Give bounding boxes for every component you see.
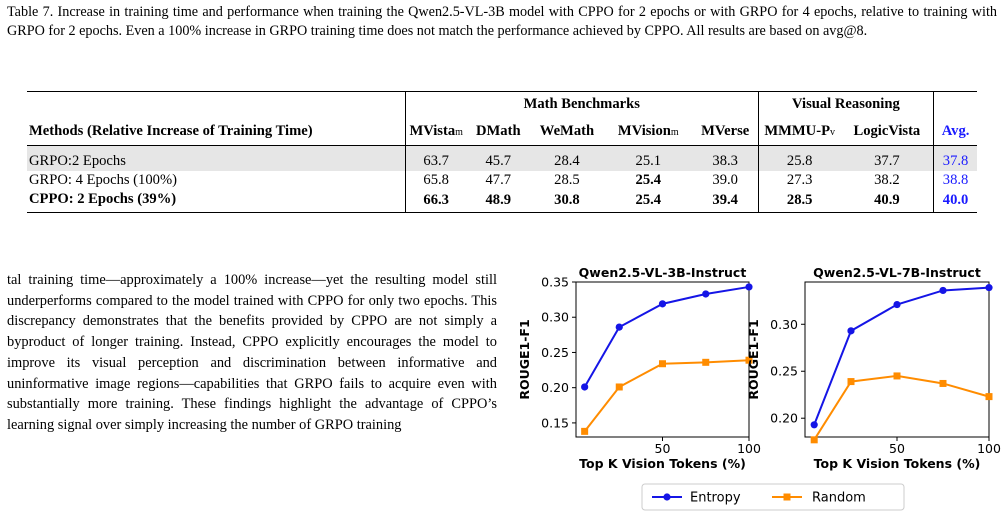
cell-logicvista: 37.7: [840, 145, 934, 171]
body-paragraph: tal training time—approximately a 100% i…: [7, 270, 497, 436]
col-dmath: DMath: [466, 117, 530, 146]
cell-mvista: 66.3: [404, 189, 467, 213]
cell-dmath: 47.7: [485, 171, 512, 188]
y-tick-label: 0.30: [541, 310, 569, 325]
cell-mvision: 25.4: [635, 171, 662, 188]
table-group-header-row: Math Benchmarks Visual Reasoning: [27, 91, 977, 118]
x-tick-label: 100: [737, 441, 761, 456]
col-mvision: MVisionm: [603, 117, 693, 146]
data-point-entropy: [702, 290, 710, 298]
y-tick-label: 0.35: [541, 275, 569, 290]
data-point-random: [659, 360, 666, 368]
x-axis-label: Top K Vision Tokens (%): [579, 456, 746, 471]
data-point-entropy: [658, 300, 667, 308]
cell-wemath: 30.8: [529, 189, 604, 213]
x-axis-label: Top K Vision Tokens (%): [814, 456, 981, 471]
data-point-random: [615, 383, 623, 391]
body-paragraph-text: tal training time—approximately a 100% i…: [7, 272, 497, 433]
methods-header: Methods (Relative Increase of Training T…: [27, 117, 406, 146]
data-point-random: [847, 378, 855, 386]
cell-mmmu: 25.8: [757, 145, 841, 171]
group-visual-reasoning: Visual Reasoning: [757, 91, 934, 118]
cell-mverse: 39.0: [712, 171, 738, 188]
cell-dmath: 48.9: [466, 189, 530, 213]
col-avg: Avg.: [933, 117, 977, 146]
x-tick-label: 100: [977, 441, 1001, 456]
y-tick-label: 0.30: [770, 317, 798, 332]
cell-logicvista: 38.2: [874, 171, 900, 188]
chart-title: Qwen2.5-VL-3B-Instruct: [579, 265, 747, 280]
cell-avg: 38.8: [933, 170, 977, 190]
data-point-entropy: [893, 300, 901, 309]
cell-mmmu: 27.3: [757, 170, 841, 190]
data-point-entropy: [847, 327, 855, 335]
cell-mverse: 38.3: [692, 145, 759, 171]
data-point-random: [893, 372, 901, 380]
col-wemath: WeMath: [529, 117, 604, 146]
y-tick-label: 0.25: [770, 364, 798, 379]
data-point-random: [985, 393, 993, 401]
cell-mvista: 65.8: [404, 170, 467, 190]
cell-mmmu: 28.5: [757, 189, 841, 213]
table-caption: Table 7. Increase in training time and p…: [7, 4, 997, 39]
cell-avg: 40.0: [933, 189, 977, 213]
row-method: GRPO:2 Epochs: [27, 145, 406, 171]
row-method: CPPO: 2 Epochs (39%): [27, 189, 406, 213]
y-axis-label: ROUGE1-F1: [746, 319, 761, 399]
data-point-entropy: [615, 323, 623, 331]
data-point-entropy: [745, 283, 753, 291]
series-line-entropy: [583, 285, 750, 388]
legend-entropy-marker: [663, 493, 671, 501]
cell-mvision: 25.4: [603, 189, 693, 213]
series-line-random: [583, 359, 750, 432]
y-tick-label: 0.20: [770, 411, 798, 426]
series-line-random: [813, 374, 990, 441]
col-logicvista: LogicVista: [840, 117, 934, 146]
y-tick-label: 0.15: [541, 415, 569, 430]
chart-title: Qwen2.5-VL-7B-Instruct: [813, 265, 981, 280]
data-point-entropy: [581, 383, 589, 391]
y-axis-label: ROUGE1-F1: [517, 319, 532, 399]
group-math-benchmarks: Math Benchmarks: [404, 91, 759, 118]
legend-random-label: Random: [812, 491, 866, 506]
col-mverse: MVerse: [692, 117, 759, 146]
data-point-random: [810, 436, 818, 444]
table-row: GRPO: 4 Epochs (100%) 65.8 47.7 28.5 25.…: [27, 170, 977, 190]
x-tick-label: 50: [655, 441, 671, 456]
cell-wemath: 28.4: [529, 145, 604, 171]
cell-dmath: 45.7: [466, 145, 530, 171]
y-tick-label: 0.25: [541, 345, 569, 360]
results-table: Math Benchmarks Visual Reasoning Methods…: [27, 91, 977, 213]
series-line-entropy: [813, 286, 990, 426]
table-row: CPPO: 2 Epochs (39%) 66.3 48.9 30.8 25.4…: [27, 189, 977, 213]
table-column-header-row: Methods (Relative Increase of Training T…: [27, 117, 977, 146]
cell-mvista: 63.7: [404, 145, 467, 171]
data-point-random: [702, 358, 710, 366]
data-point-random: [939, 379, 947, 387]
cell-mvision: 25.1: [603, 145, 693, 171]
results-table-container: Math Benchmarks Visual Reasoning Methods…: [27, 91, 977, 213]
legend-random-marker: [783, 493, 791, 501]
data-point-random: [581, 427, 589, 435]
data-point-random: [745, 356, 753, 364]
legend-entropy-label: Entropy: [690, 491, 741, 506]
data-point-entropy: [985, 284, 993, 292]
data-point-entropy: [810, 421, 818, 429]
cell-avg: 37.8: [933, 145, 977, 171]
rouge-line-charts: Qwen2.5-VL-3B-Instruct 0.15 0.20 0.25 0.30 0.…: [517, 265, 1001, 511]
table-row: GRPO:2 Epochs 63.7 45.7 28.4 25.1 38.3 2…: [27, 145, 977, 171]
data-point-entropy: [939, 286, 947, 295]
cell-logicvista: 40.9: [840, 189, 934, 213]
cell-wemath: 28.5: [554, 171, 580, 188]
x-tick-label: 50: [889, 441, 905, 456]
col-mvista: MVistam: [404, 117, 467, 146]
row-method: GRPO: 4 Epochs (100%): [29, 171, 177, 188]
col-mmmu: MMMU-Pv: [757, 117, 841, 146]
cell-mverse: 39.4: [692, 189, 759, 213]
y-tick-label: 0.20: [541, 380, 569, 395]
